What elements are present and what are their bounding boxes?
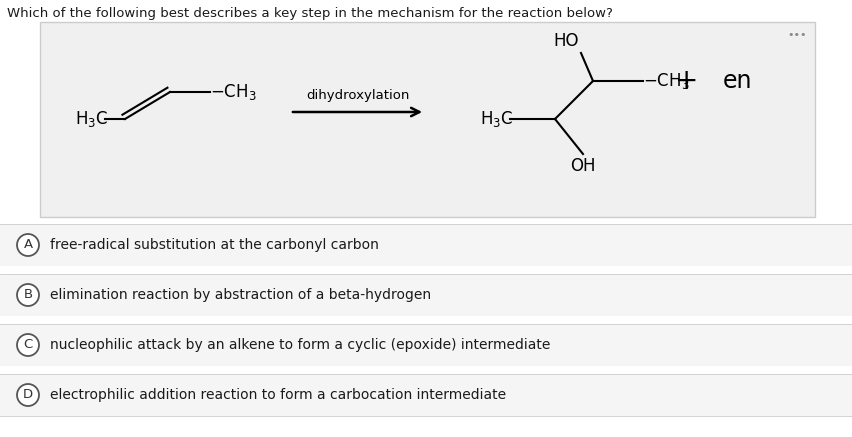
Text: $\mathdefault{-}$CH$_3$: $\mathdefault{-}$CH$_3$	[210, 82, 256, 102]
Text: A: A	[23, 239, 32, 252]
Circle shape	[17, 384, 39, 406]
Text: dihydroxylation: dihydroxylation	[306, 89, 409, 102]
Text: H$_3$C: H$_3$C	[480, 109, 513, 129]
Text: D: D	[23, 388, 33, 402]
Text: $\mathdefault{-}$CH$_3$: $\mathdefault{-}$CH$_3$	[642, 71, 689, 91]
Text: B: B	[23, 288, 32, 302]
Text: nucleophilic attack by an alkene to form a cyclic (epoxide) intermediate: nucleophilic attack by an alkene to form…	[50, 338, 550, 352]
Text: Which of the following best describes a key step in the mechanism for the reacti: Which of the following best describes a …	[7, 7, 612, 20]
Text: HO: HO	[553, 32, 579, 50]
Text: •••: •••	[786, 30, 806, 40]
Circle shape	[17, 334, 39, 356]
Bar	[0, 224, 852, 266]
Text: H$_3$C: H$_3$C	[75, 109, 108, 129]
Bar	[0, 324, 852, 366]
Text: $+$: $+$	[673, 67, 695, 95]
Text: elimination reaction by abstraction of a beta-hydrogen: elimination reaction by abstraction of a…	[50, 288, 430, 302]
Text: free-radical substitution at the carbonyl carbon: free-radical substitution at the carbony…	[50, 238, 378, 252]
Bar	[0, 374, 852, 416]
Text: C: C	[23, 339, 32, 351]
Text: en: en	[722, 69, 751, 93]
Bar	[0, 274, 852, 316]
Text: electrophilic addition reaction to form a carbocation intermediate: electrophilic addition reaction to form …	[50, 388, 505, 402]
Circle shape	[17, 284, 39, 306]
Text: OH: OH	[570, 157, 595, 175]
Circle shape	[17, 234, 39, 256]
Bar	[40, 22, 814, 217]
